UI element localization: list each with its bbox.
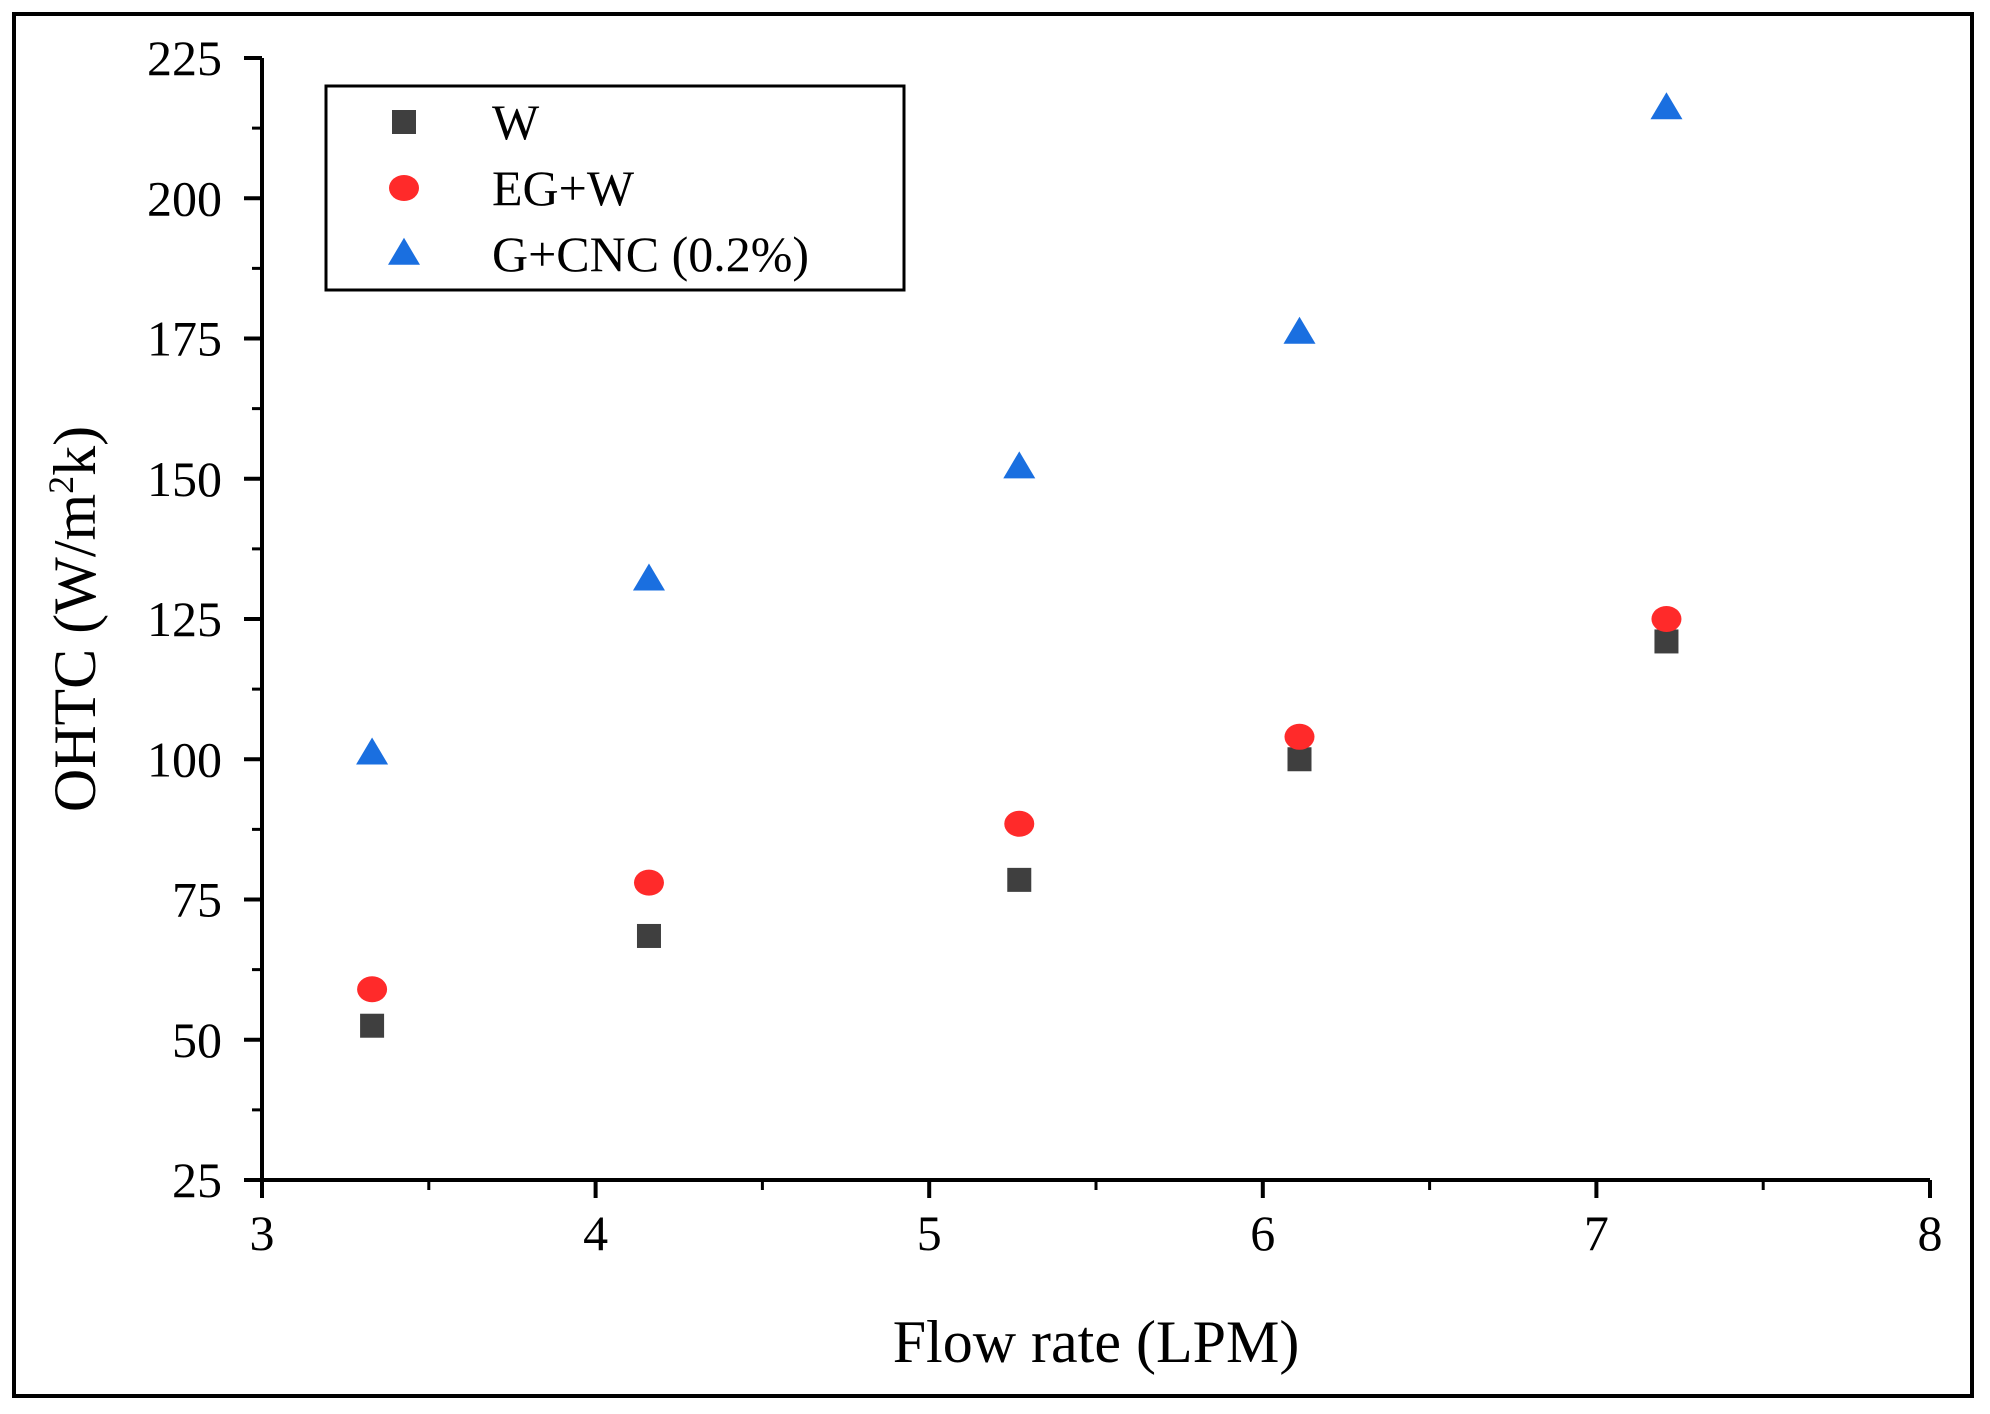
figure-frame	[12, 12, 1974, 1398]
legend-entry: G+CNC (0.2%)	[388, 226, 809, 282]
data-point-triangle	[356, 737, 389, 765]
data-points	[356, 92, 1683, 1038]
data-point-circle	[633, 869, 664, 896]
series-circle	[357, 606, 1682, 1003]
data-point-circle	[1004, 810, 1035, 837]
legend-label: W	[492, 94, 540, 150]
y-axis-title-tail: k)	[42, 426, 108, 476]
series-triangle	[356, 92, 1683, 765]
legend-entry: EG+W	[389, 160, 635, 216]
legend-items: W EG+W G+CNC (0.2%)	[388, 94, 809, 282]
data-point-triangle	[1003, 451, 1036, 479]
legend-marker-triangle	[388, 237, 420, 265]
legend-label: EG+W	[492, 160, 635, 216]
y-tick-label: 150	[147, 451, 222, 507]
y-tick-label: 50	[172, 1012, 222, 1068]
data-point-square	[360, 1013, 385, 1038]
x-tick-label: 5	[917, 1205, 942, 1261]
y-tick-label: 75	[172, 872, 222, 928]
y-tick-label: 175	[147, 311, 222, 367]
data-point-square	[636, 923, 661, 948]
x-axis-title: Flow rate (LPM)	[893, 1309, 1300, 1375]
x-tick-label: 3	[250, 1205, 275, 1261]
x-tick-label: 6	[1250, 1205, 1275, 1261]
y-tick-label: 225	[147, 30, 222, 86]
data-point-square	[1007, 867, 1032, 892]
data-point-circle	[1284, 723, 1315, 750]
legend-entry: W	[392, 94, 540, 150]
x-tick-label: 8	[1918, 1205, 1943, 1261]
y-axis-title: OHTC (W/m2k)	[41, 426, 108, 812]
data-point-triangle	[1650, 92, 1683, 120]
data-point-triangle	[632, 563, 665, 591]
x-tick-label: 7	[1584, 1205, 1609, 1261]
y-tick-label: 200	[147, 170, 222, 226]
legend: W EG+W G+CNC (0.2%)	[324, 84, 906, 292]
y-axis-title-main: OHTC (W/m	[42, 494, 108, 812]
x-tick-label: 4	[583, 1205, 608, 1261]
ticks: 3 4 5 6 7 8 25 50 75 100 125 150 175 200 225	[147, 30, 1943, 1261]
data-point-circle	[1651, 606, 1682, 632]
legend-label: G+CNC (0.2%)	[492, 226, 809, 282]
legend-marker-square	[392, 110, 416, 134]
y-axis-title-superscript: 2	[41, 476, 81, 494]
y-tick-label: 25	[172, 1152, 222, 1208]
legend-marker-circle	[389, 175, 419, 201]
data-point-square	[1287, 747, 1312, 772]
data-point-square	[1654, 629, 1679, 654]
data-point-circle	[357, 976, 388, 1003]
legend-box	[324, 84, 906, 292]
y-tick-label: 100	[147, 731, 222, 787]
data-point-triangle	[1283, 316, 1316, 344]
y-tick-label: 125	[147, 591, 222, 647]
series-square	[360, 629, 1679, 1038]
